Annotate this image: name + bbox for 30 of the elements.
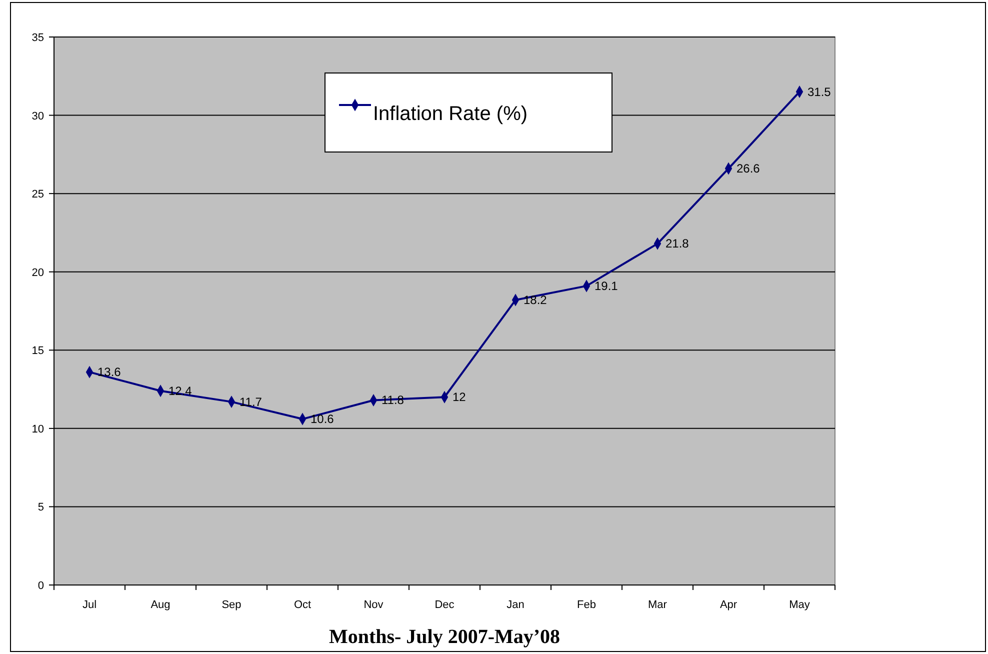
x-tick-label: Dec xyxy=(434,599,455,611)
x-tick-label: Jul xyxy=(82,599,97,611)
data-label: 19.1 xyxy=(594,278,618,293)
x-tick-label: May xyxy=(789,599,810,611)
x-tick-label: Oct xyxy=(294,599,312,611)
y-tick-label: 20 xyxy=(32,266,44,279)
x-tick-label: Feb xyxy=(577,599,596,611)
y-tick-label: 5 xyxy=(38,502,44,514)
x-axis-title: Months- July 2007-May’08 xyxy=(328,626,560,648)
y-tick-label: 35 xyxy=(32,32,44,44)
y-tick-label: 0 xyxy=(38,580,44,592)
legend-label: Inflation Rate (%) xyxy=(373,103,528,125)
data-label: 12 xyxy=(452,390,466,404)
data-label: 11.7 xyxy=(240,394,262,409)
data-label: 10.6 xyxy=(310,412,334,426)
data-label: 18.2 xyxy=(524,293,548,308)
x-tick-label: Sep xyxy=(222,599,242,611)
y-tick-label: 30 xyxy=(32,110,44,122)
data-label: 31.5 xyxy=(808,84,832,99)
data-label: 13.6 xyxy=(98,365,122,380)
x-tick-label: Jan xyxy=(506,599,524,611)
data-label: 21.8 xyxy=(666,236,690,251)
y-tick-label: 25 xyxy=(32,188,44,201)
x-tick-label: Nov xyxy=(364,599,384,611)
x-tick-label: Apr xyxy=(720,599,738,611)
data-label: 26.6 xyxy=(736,162,760,176)
y-tick-label: 15 xyxy=(32,345,44,358)
y-tick-label: 10 xyxy=(32,423,44,436)
x-tick-label: Aug xyxy=(150,599,170,611)
x-tick-label: Mar xyxy=(648,599,668,611)
